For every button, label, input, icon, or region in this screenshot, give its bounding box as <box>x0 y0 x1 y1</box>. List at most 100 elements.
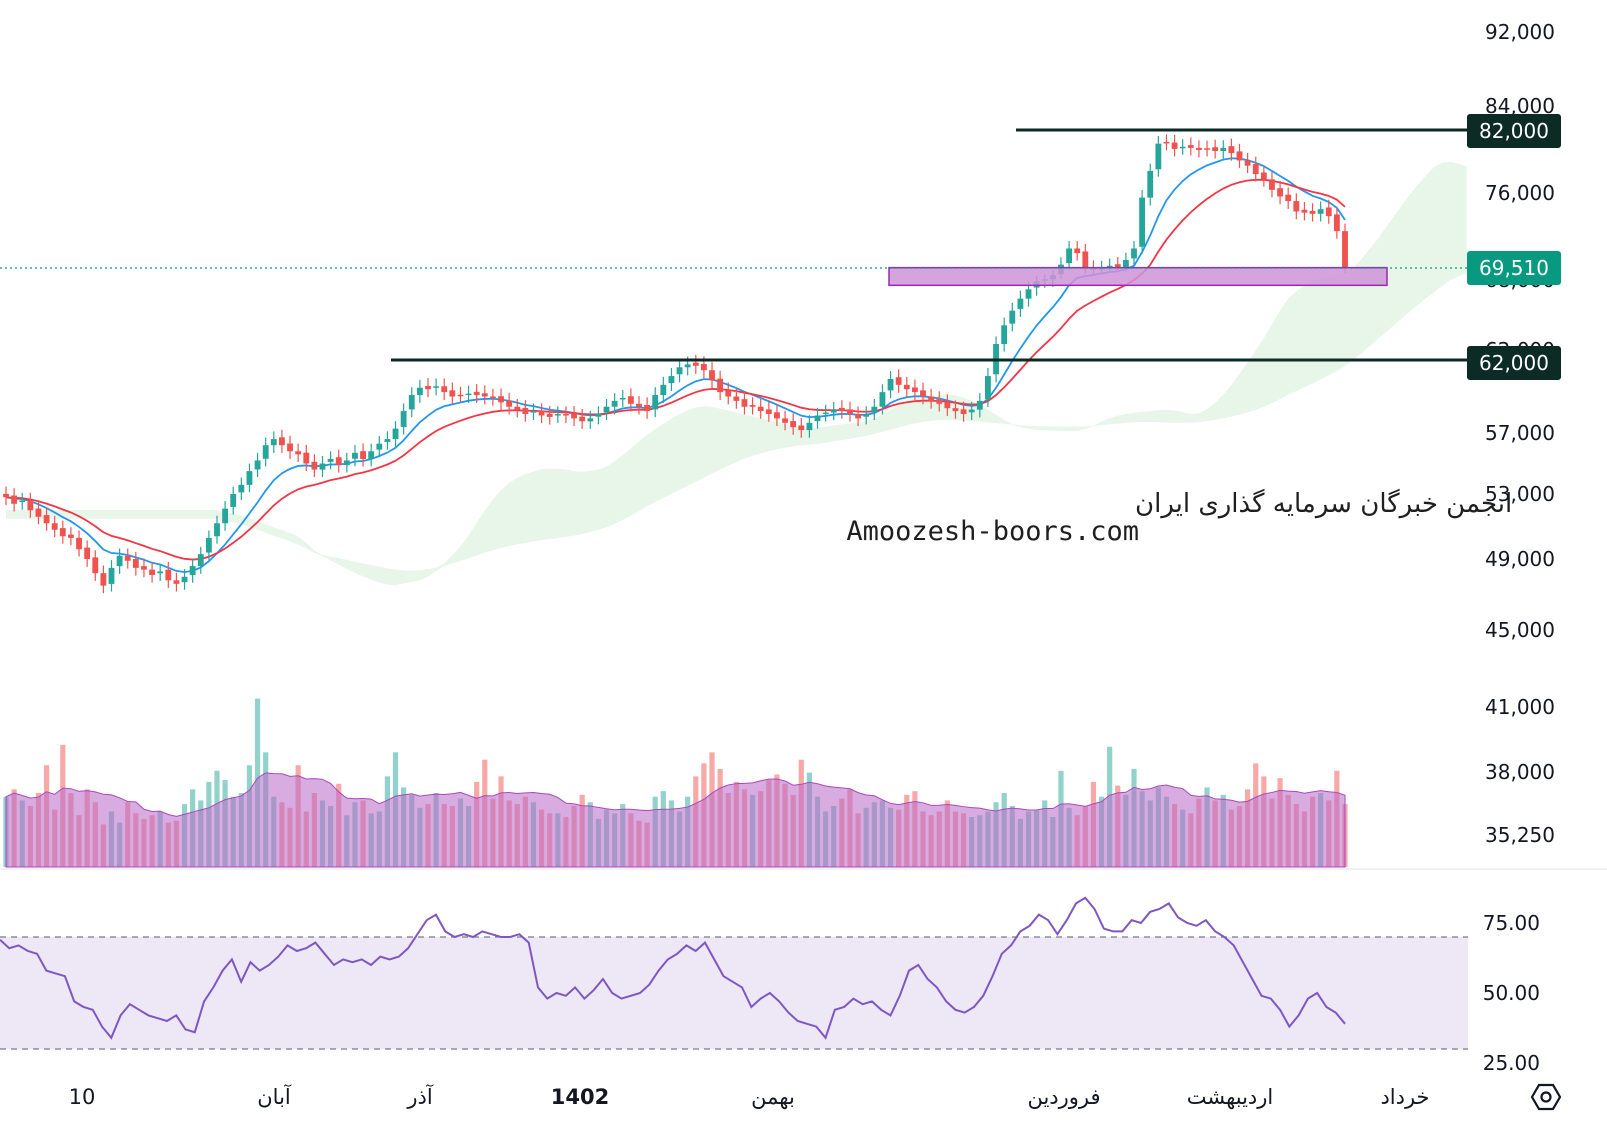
candle-body <box>611 400 618 407</box>
candle-body <box>59 528 66 537</box>
candle-body <box>165 569 172 581</box>
candle-body <box>124 555 131 561</box>
candle-body <box>1001 325 1008 344</box>
candle-body <box>985 376 991 400</box>
rsi-axis[interactable]: 75.00 50.00 25.00 <box>1483 911 1540 1075</box>
candle-body <box>530 411 537 413</box>
price-axis-label: 53,000 <box>1485 482 1555 506</box>
candle-body <box>1025 289 1032 299</box>
candle-body <box>644 405 651 412</box>
price-axis-label: 76,000 <box>1485 181 1555 205</box>
candle-body <box>1155 143 1162 170</box>
candle-body <box>968 409 975 413</box>
candle-body <box>1260 172 1267 180</box>
candle-body <box>717 378 724 393</box>
candle-body <box>1204 148 1210 150</box>
candle-body <box>1277 188 1284 197</box>
candle-body <box>43 515 50 524</box>
candle-body <box>652 395 659 410</box>
price-axis-label: 45,000 <box>1485 618 1555 642</box>
candle-body <box>189 566 196 576</box>
candle-body <box>1285 194 1292 202</box>
rsi-axis-label: 75.00 <box>1483 911 1540 935</box>
candle-body <box>822 412 829 415</box>
time-axis-label: خرداد <box>1380 1085 1429 1109</box>
candle-body <box>157 571 164 574</box>
candle-body <box>1309 210 1316 214</box>
candle-body <box>1163 141 1170 144</box>
candle-body <box>1325 207 1332 217</box>
candle-body <box>408 395 415 410</box>
candle-body <box>684 364 691 368</box>
candle-body <box>141 566 147 570</box>
candle-body <box>814 415 821 422</box>
candle-body <box>944 402 951 409</box>
time-axis-label: آذر <box>406 1084 433 1109</box>
candle-body <box>1171 142 1178 149</box>
candle-body <box>506 400 513 407</box>
candle-body <box>725 390 732 397</box>
settings-hex-icon[interactable] <box>1530 1083 1562 1111</box>
candle-body <box>522 407 529 415</box>
candle-body <box>19 500 26 503</box>
rsi-line <box>0 896 1346 1040</box>
candle-body <box>465 393 472 396</box>
candle-body <box>1139 197 1146 247</box>
candle-body <box>416 387 423 396</box>
candle-body <box>3 493 9 498</box>
candle-body <box>368 451 375 459</box>
candle-body <box>863 414 870 417</box>
candle-body <box>765 409 772 415</box>
candle-body <box>733 396 740 401</box>
candle-body <box>181 576 188 583</box>
candle-body <box>173 580 180 584</box>
support-zone <box>888 266 1388 287</box>
candle-body <box>1293 201 1300 212</box>
candle-body <box>238 484 245 493</box>
candle-body <box>92 557 99 574</box>
candle-body <box>205 537 212 553</box>
candle-body <box>1082 251 1089 269</box>
candle-body <box>433 386 440 388</box>
candle-body <box>327 458 334 462</box>
candle-body <box>798 425 805 431</box>
candle-body <box>855 414 862 419</box>
candle-body <box>668 376 675 384</box>
candle-body <box>311 461 318 470</box>
candle-body <box>774 412 780 419</box>
candle-body <box>1017 298 1024 309</box>
candle-body <box>741 399 748 407</box>
candle-body <box>1066 248 1073 264</box>
candle-body <box>920 390 926 397</box>
candle-body <box>928 396 935 401</box>
price-axis[interactable]: 92,00084,00076,00068,00062,00057,00053,0… <box>1485 20 1555 847</box>
candle-body <box>27 500 34 511</box>
candle-body <box>384 439 391 442</box>
candle-body <box>1342 231 1348 268</box>
candle-body <box>1147 170 1154 198</box>
candle-body <box>1009 310 1016 324</box>
candle-body <box>392 428 399 440</box>
rsi-axis-label: 50.00 <box>1483 981 1540 1005</box>
candle-body <box>1131 248 1137 259</box>
support-tag-label: 62,000 <box>1479 351 1549 375</box>
time-axis[interactable]: 10 آبان آذر 1402 بهمن فروردین اردیبهشت خرداد <box>69 1084 1430 1109</box>
candle-body <box>757 406 764 412</box>
volume-bars <box>3 698 1348 868</box>
candle-body <box>676 367 683 375</box>
candle-body <box>1228 146 1235 154</box>
candle-body <box>847 409 853 415</box>
candle-body <box>1236 151 1243 161</box>
candle-body <box>481 393 488 397</box>
price-axis-label: 35,250 <box>1485 823 1555 847</box>
candle-body <box>871 406 878 413</box>
candle-body <box>546 413 553 417</box>
candle-body <box>360 451 366 459</box>
candle-body <box>692 362 699 366</box>
candle-body <box>952 408 959 412</box>
candle-body <box>425 385 431 390</box>
price-axis-label: 49,000 <box>1485 547 1555 571</box>
candle-body <box>473 391 480 396</box>
candle-body <box>782 418 788 423</box>
